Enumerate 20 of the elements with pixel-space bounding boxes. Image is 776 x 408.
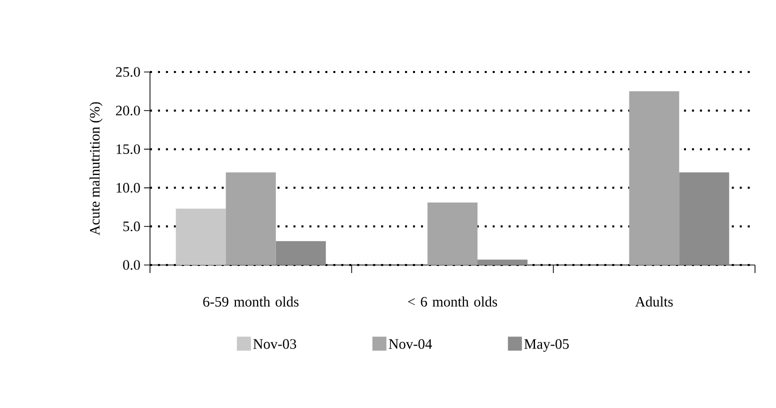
y-tick-label: 25.0: [116, 67, 140, 77]
y-tick-label: 5.0: [123, 222, 140, 232]
legend-label: Nov-04: [388, 339, 432, 349]
x-tick-label: Adults: [635, 296, 673, 307]
y-tick-label: 20.0: [116, 106, 140, 116]
y-tick-label: 0.0: [123, 260, 140, 270]
y-axis-title: Acute malnutrition (%): [90, 102, 103, 236]
x-tick-label: 6-59 month olds: [203, 296, 299, 307]
bar: [478, 260, 528, 265]
x-tick-label: < 6 month olds: [408, 296, 498, 307]
bar: [679, 172, 730, 265]
bar: [226, 172, 276, 265]
bar: [276, 241, 326, 265]
bar: [629, 91, 680, 265]
y-tick-label: 10.0: [116, 182, 140, 193]
legend-label: Nov-03: [253, 339, 296, 349]
bar: [428, 202, 478, 265]
y-tick-label: 15.0: [116, 144, 140, 154]
bar: [176, 208, 226, 265]
legend-label: May-05: [524, 339, 569, 352]
